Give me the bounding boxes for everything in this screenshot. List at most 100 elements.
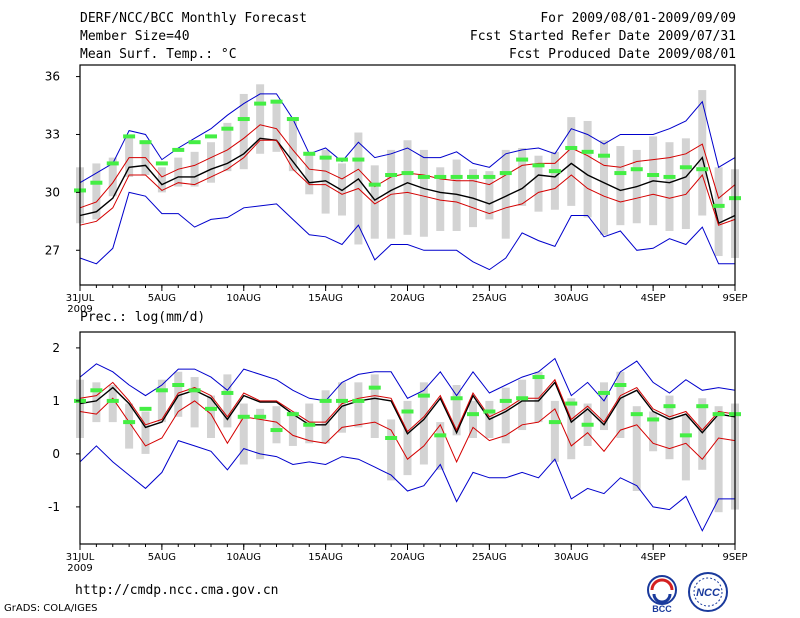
ensemble-box: [550, 400, 559, 462]
y-tick-label: 1: [52, 394, 60, 408]
ensemble-box: [321, 149, 330, 214]
series-min-envelope: [79, 439, 735, 532]
ensemble-box: [157, 167, 166, 193]
y-tick-label: 30: [45, 185, 60, 199]
series-max-envelope: [79, 357, 736, 402]
ensemble-box: [649, 411, 658, 452]
ensemble-box: [452, 385, 461, 436]
ensemble-box: [714, 406, 723, 513]
ensemble-box: [501, 387, 510, 444]
x-tick-label: 25AUG: [472, 552, 507, 563]
ensemble-box: [567, 117, 576, 206]
x-tick-label: 20AUG: [390, 552, 425, 563]
ensemble-box: [681, 138, 690, 230]
variable-label-prec: Prec.: log(mm/d): [80, 310, 206, 325]
x-tick-label: 9SEP: [722, 293, 747, 304]
forecast-period: For 2009/08/01-2009/09/09: [540, 11, 736, 26]
ensemble-box: [338, 163, 346, 216]
y-tick-label: -1: [48, 500, 60, 514]
x-tick-label: 31JUL: [66, 293, 95, 304]
x-tick-label: 31JUL: [66, 552, 95, 563]
svg-text:NCC: NCC: [696, 587, 721, 599]
ensemble-box: [370, 165, 379, 239]
ensemble-box: [600, 140, 608, 235]
ensemble-box: [174, 157, 183, 187]
ensemble-box: [125, 403, 134, 449]
ensemble-box: [452, 159, 461, 231]
ncc-logo: NCC: [686, 570, 730, 614]
ensemble-box: [616, 146, 625, 226]
ensemble-box: [436, 422, 445, 470]
series-min-envelope: [79, 191, 735, 271]
ensemble-box: [108, 385, 117, 423]
ensemble-box: [288, 119, 297, 172]
ensemble-box: [207, 142, 215, 183]
series-lower-spread: [79, 139, 736, 226]
ensemble-box: [387, 419, 396, 481]
y-tick-label: 2: [52, 341, 60, 355]
ensemble-box: [190, 151, 199, 187]
y-tick-label: 36: [45, 70, 60, 84]
grads-credit: GrADS: COLA/IGES: [4, 603, 98, 614]
x-tick-label: 20AUG: [390, 293, 425, 304]
x-tick-label: 9SEP: [722, 552, 747, 563]
svg-text:BCC: BCC: [652, 604, 672, 614]
ensemble-box: [714, 167, 723, 257]
x-tick-label: 5AUG: [148, 552, 176, 563]
ensemble-box: [665, 142, 674, 231]
ensemble-box: [305, 153, 314, 195]
bcc-logo: BCC: [640, 570, 684, 614]
footer-url[interactable]: http://cmdp.ncc.cma.gov.cn: [75, 583, 279, 598]
x-tick-year: 2009: [67, 304, 92, 315]
fcst-produced-date: Fcst Produced Date 2009/08/01: [509, 47, 736, 62]
ensemble-box: [403, 140, 412, 235]
ensemble-box: [616, 371, 625, 438]
x-tick-label: 10AUG: [226, 293, 261, 304]
ensemble-box: [665, 395, 674, 460]
x-tick-year: 2009: [67, 563, 92, 574]
ensemble-box: [239, 93, 248, 170]
ensemble-box: [239, 403, 248, 465]
ensemble-box: [419, 149, 428, 237]
ensemble-box: [698, 398, 707, 470]
ensemble-box: [321, 390, 330, 444]
ensemble-box: [583, 120, 592, 218]
series-mean: [79, 137, 736, 225]
x-tick-label: 15AUG: [308, 293, 343, 304]
ensemble-box: [108, 157, 117, 197]
y-tick-label: 33: [45, 127, 60, 141]
ensemble-box: [157, 379, 166, 423]
ensemble-box: [485, 171, 494, 220]
ensemble-box: [567, 398, 576, 460]
ensemble-box: [698, 90, 707, 216]
ensemble-box: [370, 374, 379, 438]
ensemble-box: [632, 406, 641, 491]
ensemble-box: [436, 167, 445, 231]
ensemble-box: [501, 149, 510, 239]
y-tick-label: 0: [52, 447, 60, 461]
ensemble-box: [141, 411, 150, 454]
ensemble-box: [600, 382, 608, 431]
x-tick-label: 25AUG: [472, 293, 507, 304]
x-tick-label: 30AUG: [554, 552, 589, 563]
series-lower-spread: [79, 397, 736, 464]
x-tick-label: 4SEP: [641, 552, 666, 563]
chart-title: DERF/NCC/BCC Monthly Forecast: [80, 11, 307, 26]
ensemble-box: [518, 147, 527, 206]
ensemble-box: [403, 400, 412, 476]
ensemble-box: [419, 382, 428, 465]
ensemble-box: [354, 382, 363, 428]
ensemble-box: [338, 382, 346, 433]
ensemble-box: [272, 99, 281, 152]
ensemble-box: [288, 411, 297, 446]
ensemble-box: [518, 379, 527, 431]
ensemble-box: [92, 382, 101, 423]
x-tick-label: 5AUG: [148, 293, 176, 304]
ensemble-box: [272, 406, 281, 444]
ensemble-box: [550, 151, 559, 210]
ensemble-box: [256, 408, 265, 460]
x-tick-label: 30AUG: [554, 293, 589, 304]
